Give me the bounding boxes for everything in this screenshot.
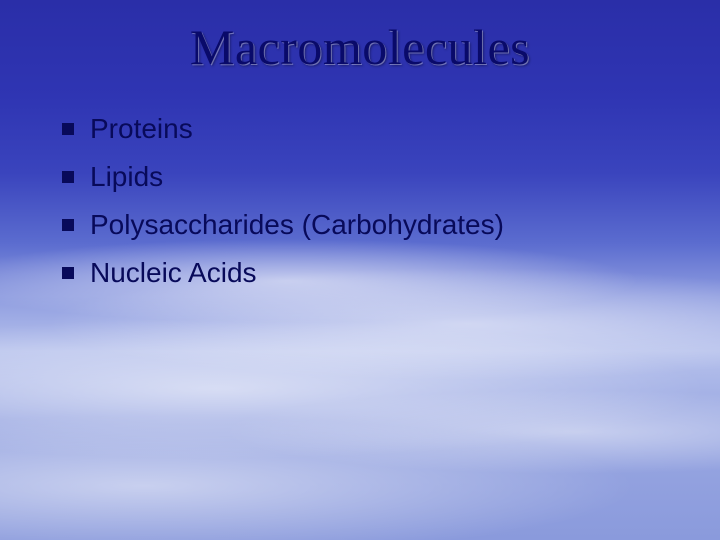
bullet-icon (62, 267, 74, 279)
slide: Macromolecules Proteins Lipids Polysacch… (0, 0, 720, 540)
bullet-icon (62, 171, 74, 183)
list-item-label: Polysaccharides (Carbohydrates) (90, 206, 504, 244)
slide-title: Macromolecules (0, 18, 720, 76)
bullet-list: Proteins Lipids Polysaccharides (Carbohy… (62, 110, 690, 302)
list-item-label: Nucleic Acids (90, 254, 257, 292)
list-item: Nucleic Acids (62, 254, 690, 292)
list-item: Polysaccharides (Carbohydrates) (62, 206, 690, 244)
list-item-label: Proteins (90, 110, 193, 148)
list-item: Lipids (62, 158, 690, 196)
bullet-icon (62, 123, 74, 135)
bullet-icon (62, 219, 74, 231)
list-item-label: Lipids (90, 158, 163, 196)
list-item: Proteins (62, 110, 690, 148)
